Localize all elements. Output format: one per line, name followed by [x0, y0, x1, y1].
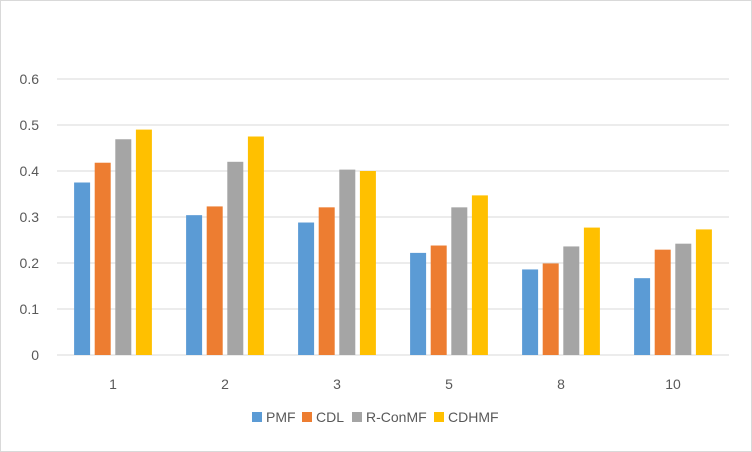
- bar-cdl-1: [94, 162, 111, 355]
- legend-swatch-pmf: [252, 412, 262, 422]
- x-tick-label: 2: [221, 376, 229, 392]
- bar-cdhmf-1: [135, 129, 152, 355]
- legend-label-cdhmf: CDHMF: [448, 409, 499, 425]
- y-axis-tick-labels: 0 0.1 0.2 0.3 0.4 0.5 0.6: [20, 71, 40, 363]
- bar-cdl-2: [206, 206, 223, 355]
- y-tick-label: 0.1: [20, 301, 40, 317]
- bar-pmf-5: [410, 252, 427, 355]
- y-tick-label: 0.2: [20, 255, 40, 271]
- y-tick-label: 0.5: [20, 117, 40, 133]
- legend-label-cdl: CDL: [316, 409, 344, 425]
- bar-cdl-3: [318, 207, 335, 355]
- y-tick-label: 0.4: [20, 163, 40, 179]
- bar-pmf-1: [74, 182, 91, 355]
- bar-cdhmf-5: [471, 195, 488, 355]
- bar-cdl-10: [654, 249, 671, 355]
- x-tick-label: 8: [557, 376, 565, 392]
- bar-r-conmf-8: [563, 246, 580, 355]
- y-tick-label: 0.6: [20, 71, 40, 87]
- legend-label-pmf: PMF: [266, 409, 296, 425]
- bar-r-conmf-10: [675, 243, 692, 355]
- legend: PMF CDL R-ConMF CDHMF: [252, 409, 499, 425]
- bars: [74, 129, 712, 355]
- bar-cdhmf-3: [359, 171, 376, 355]
- bar-r-conmf-1: [115, 139, 132, 355]
- y-tick-label: 0: [31, 347, 39, 363]
- legend-swatch-r-conmf: [352, 412, 362, 422]
- x-tick-label: 1: [109, 376, 117, 392]
- legend-swatch-cdl: [302, 412, 312, 422]
- y-tick-label: 0.3: [20, 209, 40, 225]
- bar-r-conmf-3: [339, 169, 356, 355]
- gridlines: [57, 78, 729, 356]
- x-tick-label: 3: [333, 376, 341, 392]
- legend-swatch-cdhmf: [434, 412, 444, 422]
- bar-cdhmf-10: [695, 229, 712, 355]
- x-axis-tick-labels: 1 2 3 5 8 10: [109, 376, 681, 392]
- bar-r-conmf-5: [451, 207, 468, 355]
- bar-cdhmf-2: [247, 136, 264, 355]
- bar-pmf-8: [522, 269, 539, 355]
- x-tick-label: 5: [445, 376, 453, 392]
- bar-pmf-3: [298, 222, 315, 355]
- bar-pmf-10: [634, 278, 651, 355]
- x-tick-label: 10: [665, 376, 681, 392]
- bar-r-conmf-2: [227, 161, 244, 355]
- bar-cdl-8: [542, 263, 559, 355]
- bar-cdhmf-8: [583, 227, 600, 355]
- legend-label-r-conmf: R-ConMF: [366, 409, 427, 425]
- bar-pmf-2: [186, 215, 203, 355]
- bar-cdl-5: [430, 245, 447, 355]
